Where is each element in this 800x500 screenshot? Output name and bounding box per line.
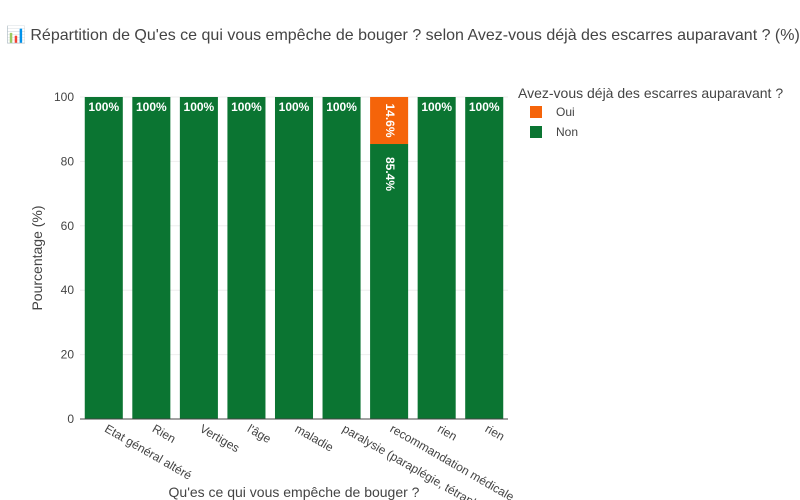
y-tick-label: 100: [54, 90, 74, 104]
bar-label: 100%: [184, 100, 215, 114]
bar-segment: [84, 97, 123, 419]
y-tick-label: 20: [61, 348, 75, 362]
bar-label: 85.4%: [383, 157, 397, 191]
bar-label: 100%: [326, 100, 357, 114]
legend-title: Avez-vous déjà des escarres auparavant ?: [518, 85, 783, 101]
bar-label: 100%: [88, 100, 119, 114]
bar-labels: 100% 100% 100% 100% 100% 100% 85.4% 100% 100% 14.…: [88, 100, 499, 191]
x-tick-label: Vertiges: [197, 421, 242, 455]
legend-swatch: [530, 126, 542, 138]
x-tick-label: rien: [483, 421, 507, 443]
bar-segment: [274, 97, 314, 419]
bar-label: 100%: [421, 100, 452, 114]
y-axis-title: Pourcentage (%): [29, 205, 45, 310]
bar-segment: [417, 97, 456, 419]
y-axis-ticks: 0 20 40 60 80 100: [54, 90, 74, 426]
bar-label: 100%: [136, 100, 167, 114]
bar-segment: [179, 97, 218, 419]
x-axis-title: Qu'es ce qui vous empêche de bouger ?: [169, 484, 420, 500]
bar-label: 100%: [469, 100, 500, 114]
y-tick-label: 80: [61, 154, 75, 168]
x-tick-label: rien: [435, 421, 459, 443]
x-tick-label: l'âge: [245, 421, 274, 446]
bar-label: 100%: [231, 100, 262, 114]
x-tick-label: maladie: [293, 421, 337, 454]
bar-label: 14.6%: [383, 103, 397, 137]
legend-label: Oui: [556, 105, 575, 119]
bar-segment: [322, 97, 361, 419]
legend-swatch: [530, 106, 542, 118]
chart-title: 📊 Répartition de Qu'es ce qui vous empêc…: [6, 25, 800, 44]
x-tick-label: Etat général altéré: [102, 421, 194, 482]
legend[interactable]: Avez-vous déjà des escarres auparavant ?…: [518, 85, 783, 139]
bar-segment: [370, 144, 409, 419]
bar-segment: [227, 97, 266, 419]
legend-label: Non: [556, 125, 578, 139]
bar-segment: [370, 97, 409, 145]
bars: [84, 97, 504, 419]
bar-label: 100%: [279, 100, 310, 114]
bar-segment: [132, 97, 171, 419]
bar-segment: [465, 97, 504, 419]
y-tick-label: 60: [61, 219, 75, 233]
y-tick-label: 0: [67, 412, 74, 426]
y-tick-label: 40: [61, 283, 75, 297]
x-tick-label: Rien: [150, 421, 178, 445]
